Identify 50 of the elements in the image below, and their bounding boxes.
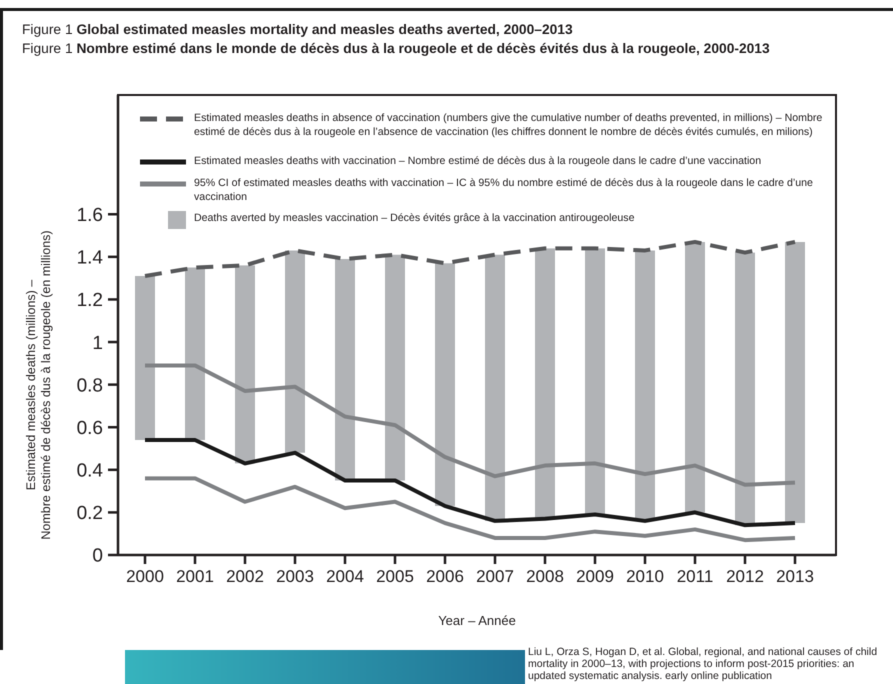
line-series (143, 363, 797, 487)
x-tick-label: 2013 (776, 567, 814, 586)
bar (185, 268, 205, 440)
bar (535, 248, 555, 519)
bar (385, 254, 405, 480)
x-tick-label: 2005 (376, 567, 414, 586)
bar (685, 242, 705, 512)
x-tick-label: 2004 (326, 567, 364, 586)
bar (735, 252, 755, 526)
y-axis-title: Estimated measles deaths (millions) – Nombre estimé de décès dus à la rougeole (en millions) (24, 230, 53, 540)
x-tick-label: 2009 (576, 567, 614, 586)
x-tick-label: 2011 (676, 567, 714, 586)
y-tick-label: 0.8 (76, 375, 103, 396)
bar (135, 276, 155, 440)
bar (435, 263, 455, 506)
bar (285, 250, 305, 453)
bar (485, 254, 505, 521)
line-series (143, 438, 797, 528)
y-tick-label: 1.4 (76, 248, 104, 269)
bar (235, 265, 255, 464)
y-tick-label: 0.6 (76, 418, 103, 439)
legend-label: Estimated measles deaths in absence of vaccination (numbers give the cumulative number of deaths prevented, in millions) – Nombre estimé de décès dus à la rougeole en l’absence de vaccination (les chiffres donnent le nombre de décès évités cumulés, en milions) (194, 111, 824, 139)
bar (585, 248, 605, 515)
y-tick-label: 0.4 (76, 460, 104, 482)
y-tick-label: 1.2 (76, 290, 103, 312)
line-series (143, 476, 797, 542)
x-tick-label: 2010 (626, 567, 664, 586)
x-tick-label: 2007 (476, 567, 514, 586)
x-axis-title: Year – Année (438, 613, 516, 628)
y-tick-label: 1 (92, 332, 103, 354)
line-series (143, 240, 797, 278)
bar (635, 250, 655, 521)
bar (785, 242, 805, 524)
x-tick-label: 2008 (526, 567, 564, 586)
text: Liu L, Orza S, Hogan D, et al. Global, regional, and national causes of child mortality in 2000–13, with projections to inform post-2015 priorities: an updated systematic analysis. early online publication (528, 646, 878, 682)
x-tick-label: 2000 (126, 567, 164, 586)
y-tick-label: 1.6 (76, 205, 103, 226)
legend-label: 95% CI of estimated measles deaths with vaccination – IC à 95% du nombre estimé de décès dus à la rougeole dans le cadre d’une vaccination (194, 176, 814, 204)
legend-label: Deaths averted by measles vaccination – Décès évités grâce à la vaccination antirougeoleuse (194, 211, 634, 225)
x-tick-label: 2003 (276, 567, 314, 586)
x-tick-label: 2006 (426, 567, 464, 586)
chart-subtitle: Figure 1 Nombre estimé dans le monde de décès dus à la rougeole et de décès évités dus à la rougeole, 2000-2013 (22, 41, 770, 56)
legend-label: Estimated measles deaths with vaccination – Nombre estimé de décès dus à la rougeole dans le cadre d’une vaccination (194, 154, 762, 168)
y-tick-label: 0 (92, 546, 103, 567)
y-tick-label: 0.2 (76, 503, 103, 524)
bar (335, 258, 355, 480)
x-tick-label: 2012 (726, 567, 764, 586)
chart-title: Figure 1 Global estimated measles mortality and measles deaths averted, 2000–2013 (22, 22, 573, 37)
x-tick-label: 2002 (226, 567, 264, 586)
x-tick-label: 2001 (176, 567, 214, 586)
